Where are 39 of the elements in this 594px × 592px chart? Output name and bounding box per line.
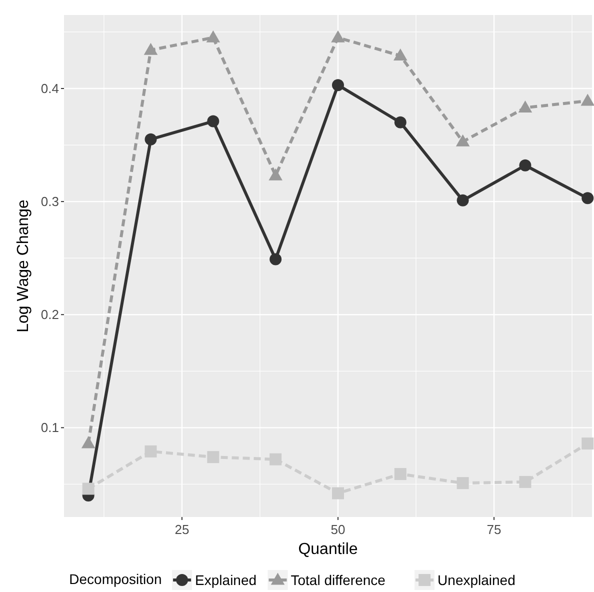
- x-axis-title: Quantile: [298, 541, 358, 558]
- x-tick-label: 50: [330, 522, 346, 537]
- point: [144, 133, 157, 146]
- point: [82, 482, 94, 495]
- x-tick-label: 75: [486, 522, 502, 537]
- legend-label: Total difference: [290, 572, 386, 588]
- y-tick-label: 0.3: [40, 194, 59, 210]
- legend-label: Explained: [195, 572, 257, 588]
- point: [456, 134, 470, 146]
- legend-title: Decomposition: [69, 571, 162, 587]
- y-tick-label: 0.4: [40, 80, 59, 96]
- point: [332, 487, 344, 500]
- y-axis-title: Log Wage Change: [15, 199, 32, 332]
- y-tick-label: 0.1: [40, 420, 59, 436]
- point: [207, 451, 220, 464]
- point: [519, 476, 532, 488]
- point: [332, 79, 344, 92]
- point: [144, 445, 157, 458]
- point: [331, 30, 345, 42]
- legend-label: Unexplained: [438, 572, 516, 588]
- point: [207, 115, 220, 128]
- point: [580, 94, 594, 106]
- point: [270, 453, 282, 466]
- point: [393, 48, 408, 61]
- y-tick-label: 0.2: [40, 307, 59, 322]
- x-tick-label: 25: [174, 522, 190, 537]
- point: [206, 30, 220, 42]
- point: [518, 100, 532, 113]
- point: [394, 116, 406, 128]
- point: [270, 253, 282, 266]
- point: [456, 477, 469, 490]
- point: [81, 436, 96, 448]
- point: [456, 194, 469, 206]
- point: [394, 468, 406, 480]
- point: [582, 438, 594, 450]
- point: [582, 192, 594, 204]
- point: [144, 42, 158, 55]
- point: [268, 168, 282, 180]
- point: [519, 159, 532, 172]
